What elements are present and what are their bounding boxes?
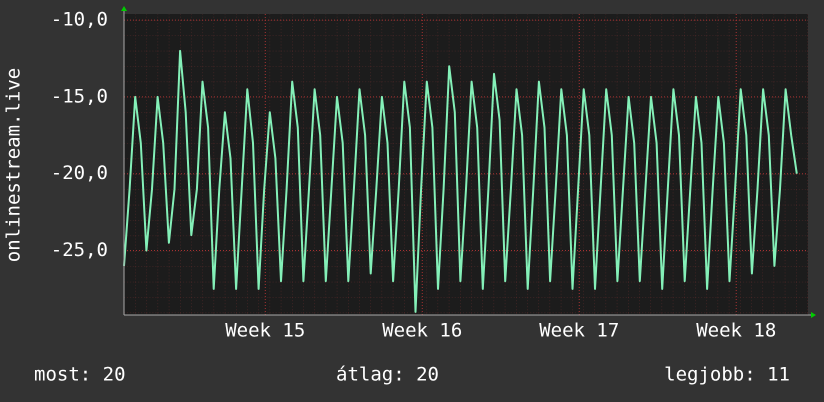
x-tick-label: Week 16 (382, 320, 462, 342)
footer-stat: most: 20 (34, 364, 126, 386)
footer-stat: legjobb: 11 (664, 364, 790, 386)
axis-arrow (811, 312, 816, 318)
y-tick-label: -25,0 (51, 239, 108, 261)
axis-arrow (121, 6, 127, 11)
y-tick-label: -15,0 (51, 85, 108, 107)
y-tick-label: -10,0 (51, 9, 108, 31)
x-tick-label: Week 17 (539, 320, 619, 342)
x-tick-label: Week 18 (696, 320, 776, 342)
x-tick-label: Week 15 (225, 320, 305, 342)
y-tick-label: -20,0 (51, 162, 108, 184)
y-axis-label: onlinestream.live (3, 68, 25, 262)
footer-stat: átlag: 20 (336, 364, 439, 386)
data-line (123, 49, 798, 313)
